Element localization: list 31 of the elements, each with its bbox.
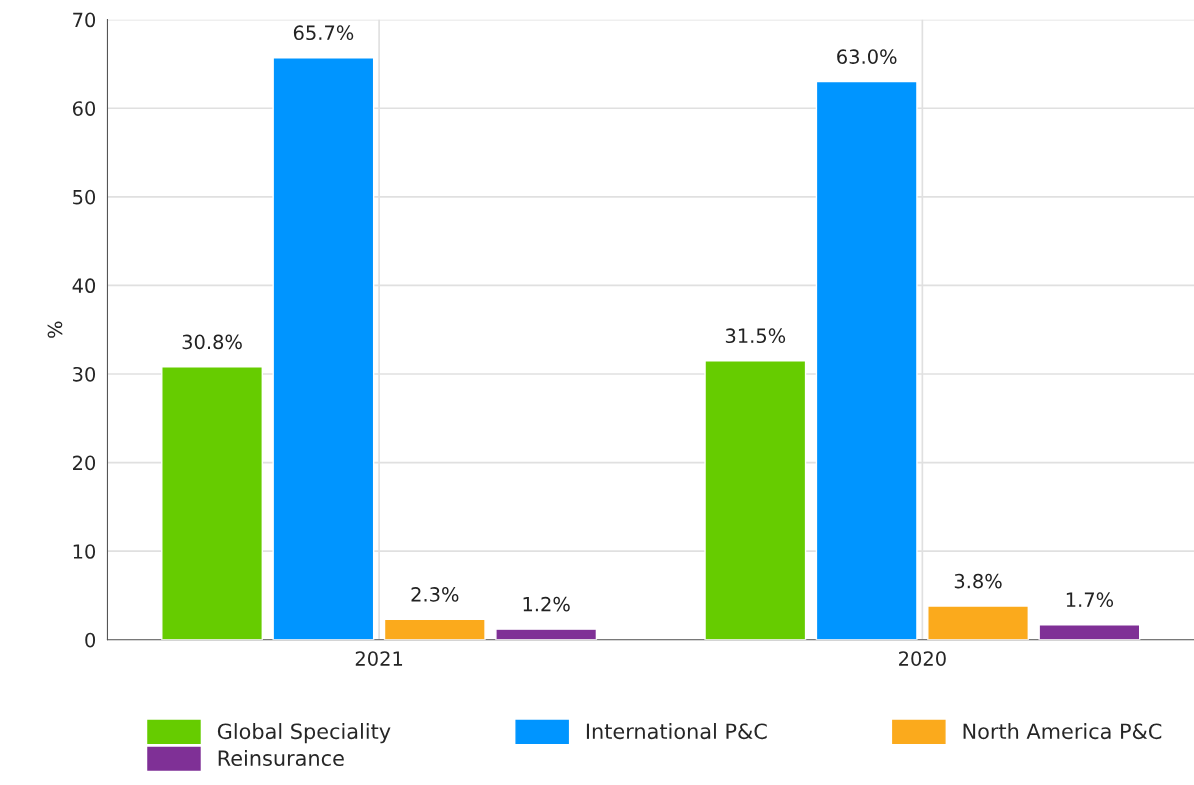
y-axis-title: %	[47, 321, 63, 338]
y-tick-label: 10	[73, 544, 96, 559]
y-tick-label: 60	[72, 101, 96, 116]
bar	[704, 360, 807, 640]
data-label: 1.2%	[523, 596, 570, 612]
data-label: 1.7%	[1066, 592, 1114, 608]
y-tick-label: 40	[72, 278, 96, 294]
x-tick-label: 2020	[899, 651, 946, 666]
x-tick-label: 2021	[355, 651, 403, 666]
bar	[383, 618, 486, 640]
bar	[495, 628, 598, 640]
bar	[927, 605, 1029, 640]
data-label: 63.0%	[837, 49, 897, 64]
y-tick-label: 70	[73, 12, 96, 28]
bar	[272, 57, 375, 640]
data-label: 3.8%	[954, 573, 1002, 589]
legend-label: North America P&C	[963, 723, 1162, 740]
y-tick-label: 0	[85, 632, 96, 648]
y-tick-label: 20	[73, 455, 96, 471]
data-label: 2.3%	[411, 587, 459, 602]
bar	[161, 366, 263, 640]
legend-label: Global Speciality	[217, 723, 391, 744]
data-label: 31.5%	[725, 328, 786, 344]
legend-label: International P&C	[586, 723, 767, 740]
legend-label: Reinsurance	[218, 749, 344, 767]
data-label: 65.7%	[293, 25, 354, 41]
bar	[1038, 624, 1141, 640]
data-label: 30.8%	[182, 334, 242, 350]
y-tick-label: 50	[73, 189, 96, 205]
y-tick-label: 30	[73, 366, 96, 382]
bar	[815, 80, 918, 640]
